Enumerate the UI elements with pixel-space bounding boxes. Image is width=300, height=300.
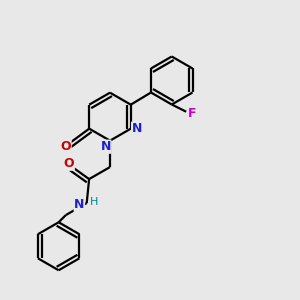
- Text: N: N: [74, 198, 85, 211]
- Text: O: O: [61, 140, 71, 153]
- Text: N: N: [132, 122, 142, 135]
- Text: N: N: [100, 140, 111, 153]
- Text: H: H: [90, 197, 98, 207]
- Text: F: F: [188, 107, 197, 120]
- Text: O: O: [64, 157, 74, 170]
